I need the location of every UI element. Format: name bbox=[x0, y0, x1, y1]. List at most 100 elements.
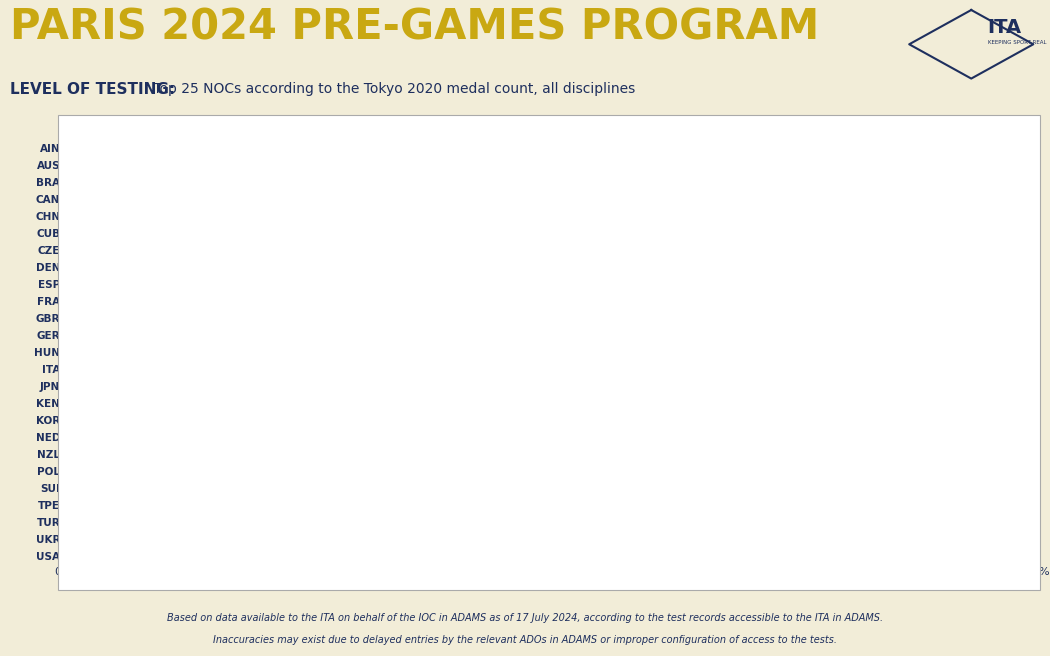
Text: 96%: 96% bbox=[547, 517, 569, 526]
Text: 18%: 18% bbox=[140, 160, 161, 169]
Bar bbox=[122, 499, 228, 511]
Bar bbox=[63, 430, 150, 443]
Text: 4%: 4% bbox=[94, 381, 109, 390]
Text: 69%: 69% bbox=[689, 262, 710, 271]
Bar bbox=[92, 142, 1034, 154]
Bar bbox=[228, 499, 1025, 511]
Bar bbox=[63, 380, 82, 392]
Bar bbox=[287, 430, 1044, 443]
Bar bbox=[578, 447, 1025, 460]
Text: 20%: 20% bbox=[247, 313, 268, 322]
Bar bbox=[63, 533, 160, 544]
Bar bbox=[63, 243, 92, 256]
Text: Inaccuracies may exist due to delayed entries by the relevant ADOs in ADAMS or i: Inaccuracies may exist due to delayed en… bbox=[213, 636, 837, 646]
Text: 77%: 77% bbox=[650, 228, 671, 237]
Bar bbox=[287, 226, 1034, 239]
Bar bbox=[63, 329, 111, 340]
Text: 18%: 18% bbox=[169, 483, 190, 492]
Text: 97%: 97% bbox=[552, 143, 574, 152]
Bar bbox=[63, 346, 82, 358]
Bar bbox=[296, 192, 1044, 205]
Bar bbox=[122, 413, 1044, 426]
Text: 6%: 6% bbox=[84, 500, 100, 509]
Text: 71%: 71% bbox=[678, 466, 700, 475]
Text: Tested according to recommendations or above: Tested according to recommendations or a… bbox=[503, 123, 752, 133]
Text: LEVEL OF TESTING:: LEVEL OF TESTING: bbox=[10, 82, 175, 96]
Bar bbox=[296, 447, 578, 460]
Bar bbox=[63, 482, 92, 494]
Text: 80%: 80% bbox=[645, 483, 666, 492]
Text: 77%: 77% bbox=[659, 194, 680, 203]
Text: PARIS 2024 PRE-GAMES PROGRAM: PARIS 2024 PRE-GAMES PROGRAM bbox=[10, 7, 820, 49]
Circle shape bbox=[466, 127, 501, 128]
Bar bbox=[63, 142, 92, 154]
Text: Based on data available to the ITA on behalf of the IOC in ADAMS as of 17 July 2: Based on data available to the ITA on be… bbox=[167, 613, 883, 623]
Text: 82%: 82% bbox=[615, 500, 637, 509]
Text: 14%: 14% bbox=[120, 262, 142, 271]
Text: 46%: 46% bbox=[791, 449, 812, 458]
Bar bbox=[267, 482, 1044, 494]
Bar bbox=[111, 396, 1025, 409]
Bar bbox=[200, 260, 364, 273]
Bar bbox=[82, 380, 122, 392]
Text: 94%: 94% bbox=[567, 551, 589, 560]
Bar bbox=[102, 550, 121, 562]
Bar bbox=[122, 363, 1025, 375]
Text: 86%: 86% bbox=[606, 279, 627, 288]
Bar bbox=[63, 159, 237, 171]
Bar bbox=[122, 380, 1034, 392]
Text: Not tested: Not tested bbox=[96, 123, 150, 133]
Bar bbox=[63, 499, 122, 511]
Text: 5%: 5% bbox=[80, 330, 94, 339]
Bar bbox=[82, 346, 1025, 358]
Bar bbox=[111, 329, 1025, 340]
Bar bbox=[131, 192, 296, 205]
Text: 97%: 97% bbox=[543, 347, 564, 356]
Circle shape bbox=[58, 127, 93, 128]
Text: 98%: 98% bbox=[538, 211, 560, 220]
Text: 2%: 2% bbox=[65, 381, 81, 390]
Text: 20%: 20% bbox=[178, 228, 200, 237]
Bar bbox=[364, 260, 1034, 273]
Text: 10%: 10% bbox=[178, 296, 200, 305]
Bar bbox=[92, 482, 267, 494]
Text: 6%: 6% bbox=[84, 364, 100, 373]
Text: 4%: 4% bbox=[75, 551, 90, 560]
Text: 66%: 66% bbox=[713, 160, 734, 169]
Bar bbox=[92, 516, 1025, 528]
Bar bbox=[63, 192, 131, 205]
Text: 8%: 8% bbox=[94, 296, 109, 305]
Bar bbox=[150, 430, 287, 443]
Text: 9%: 9% bbox=[99, 432, 114, 441]
Text: 18%: 18% bbox=[247, 466, 268, 475]
Bar bbox=[122, 550, 1034, 562]
Text: 71%: 71% bbox=[678, 177, 700, 186]
Bar bbox=[92, 277, 200, 290]
Text: 70%: 70% bbox=[684, 313, 705, 322]
Text: 11%: 11% bbox=[134, 279, 156, 288]
Bar bbox=[63, 277, 92, 290]
Bar bbox=[344, 464, 1034, 477]
Text: 3%: 3% bbox=[70, 143, 85, 152]
Bar bbox=[200, 277, 1034, 290]
Text: 17%: 17% bbox=[203, 194, 225, 203]
Text: 93%: 93% bbox=[562, 364, 584, 373]
Text: Top 25 NOCs according to the Tokyo 2020 medal count, all disciplines: Top 25 NOCs according to the Tokyo 2020 … bbox=[149, 82, 635, 96]
Bar bbox=[63, 363, 122, 375]
Text: 18%: 18% bbox=[140, 177, 161, 186]
Text: 29%: 29% bbox=[426, 449, 447, 458]
Text: 10%: 10% bbox=[101, 313, 122, 322]
Bar bbox=[403, 159, 1044, 171]
Bar bbox=[63, 396, 111, 409]
Bar bbox=[63, 175, 237, 188]
Text: 31%: 31% bbox=[232, 245, 253, 254]
Text: 10%: 10% bbox=[101, 534, 122, 543]
Text: 11%: 11% bbox=[106, 466, 127, 475]
Text: 78%: 78% bbox=[654, 432, 676, 441]
Text: 83%: 83% bbox=[630, 296, 652, 305]
Bar bbox=[237, 159, 403, 171]
Text: 3%: 3% bbox=[70, 245, 85, 254]
Bar bbox=[63, 413, 92, 426]
Text: 3%: 3% bbox=[70, 228, 85, 237]
Text: 95%: 95% bbox=[572, 415, 593, 424]
